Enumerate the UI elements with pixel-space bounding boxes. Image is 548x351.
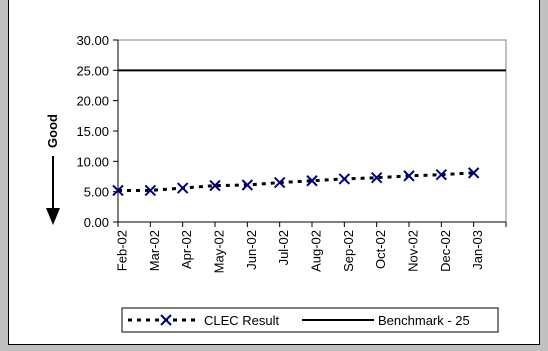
clec-result-point xyxy=(370,172,383,184)
legend-benchmark-label: Benchmark - 25 xyxy=(378,313,470,328)
y-tick-label: 25.00 xyxy=(76,63,109,78)
clec-result-point xyxy=(241,179,254,191)
plot-area-border xyxy=(117,39,507,223)
clec-result-point xyxy=(435,168,448,181)
legend-clec-label: CLEC Result xyxy=(204,313,280,328)
clec-result-point xyxy=(209,179,221,192)
x-tick-label: Apr-02 xyxy=(179,230,194,269)
x-tick-label: Dec-02 xyxy=(438,230,453,272)
x-tick-label: May-02 xyxy=(212,230,227,273)
y-tick-label: 30.00 xyxy=(76,33,109,48)
y-tick-label: 10.00 xyxy=(76,154,109,169)
good-arrow-head xyxy=(46,208,60,225)
x-tick-label: Jul-02 xyxy=(276,230,291,265)
y-tick-label: 15.00 xyxy=(76,124,109,139)
x-tick-label: Aug-02 xyxy=(309,230,324,272)
clec-result-point xyxy=(403,170,415,182)
chart-area xyxy=(8,0,540,345)
legend-clec-marker xyxy=(160,314,172,326)
clec-result-line xyxy=(118,171,474,192)
x-tick-label: Oct-02 xyxy=(373,230,388,269)
x-tick-label: Jun-02 xyxy=(244,230,259,270)
y-tick-label: 20.00 xyxy=(76,94,109,109)
x-tick-label: Sep-02 xyxy=(341,230,356,272)
y-tick-label: 0.00 xyxy=(84,215,109,230)
y-tick-label: 5.00 xyxy=(84,185,109,200)
x-tick-label: Nov-02 xyxy=(406,230,421,272)
clec-result-point xyxy=(338,173,351,185)
x-tick-label: Feb-02 xyxy=(115,230,130,271)
x-tick-label: Mar-02 xyxy=(147,230,162,271)
clec-result-point xyxy=(273,176,286,189)
clec-result-point xyxy=(176,182,189,194)
clec-result-point xyxy=(467,167,480,179)
clec-result-point xyxy=(144,184,157,197)
y-axis-title: Good xyxy=(45,114,60,148)
x-tick-label: Jan-03 xyxy=(470,230,485,270)
clec-result-point xyxy=(306,175,318,187)
clec-result-point xyxy=(112,184,124,197)
